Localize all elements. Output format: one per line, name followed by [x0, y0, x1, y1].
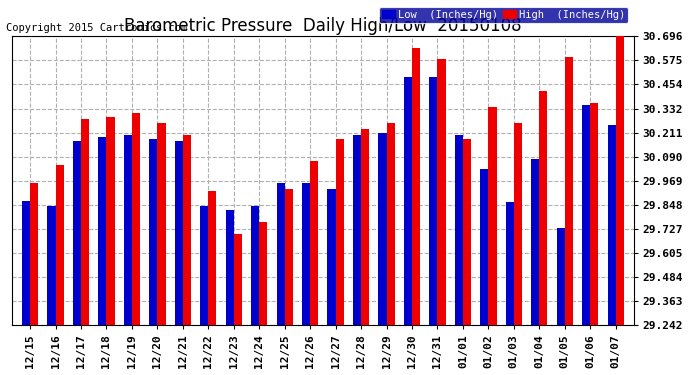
Bar	[124, 135, 132, 325]
Bar	[582, 105, 590, 325]
Bar	[149, 139, 157, 325]
Bar	[183, 135, 191, 325]
Bar	[226, 210, 234, 325]
Bar	[157, 123, 166, 325]
Bar	[285, 189, 293, 325]
Bar	[22, 201, 30, 325]
Bar	[506, 202, 514, 325]
Bar	[531, 159, 540, 325]
Bar	[106, 117, 115, 325]
Legend: Low  (Inches/Hg), High  (Inches/Hg): Low (Inches/Hg), High (Inches/Hg)	[380, 7, 629, 23]
Bar	[412, 48, 420, 325]
Bar	[608, 125, 615, 325]
Bar	[361, 129, 369, 325]
Bar	[208, 190, 217, 325]
Bar	[386, 123, 395, 325]
Bar	[48, 207, 56, 325]
Bar	[540, 91, 547, 325]
Bar	[489, 107, 497, 325]
Bar	[437, 59, 446, 325]
Title: Barometric Pressure  Daily High/Low  20150108: Barometric Pressure Daily High/Low 20150…	[124, 17, 522, 35]
Bar	[590, 103, 598, 325]
Bar	[557, 228, 565, 325]
Bar	[251, 207, 259, 325]
Bar	[81, 119, 89, 325]
Bar	[429, 77, 437, 325]
Bar	[132, 113, 140, 325]
Bar	[259, 222, 268, 325]
Bar	[480, 169, 489, 325]
Bar	[73, 141, 81, 325]
Bar	[615, 36, 624, 325]
Bar	[99, 137, 106, 325]
Bar	[565, 57, 573, 325]
Text: Copyright 2015 Cartronics.com: Copyright 2015 Cartronics.com	[6, 24, 187, 33]
Bar	[404, 77, 412, 325]
Bar	[310, 161, 318, 325]
Bar	[463, 139, 471, 325]
Bar	[30, 183, 38, 325]
Bar	[200, 207, 208, 325]
Bar	[302, 183, 311, 325]
Bar	[56, 165, 63, 325]
Bar	[175, 141, 183, 325]
Bar	[514, 123, 522, 325]
Bar	[353, 135, 361, 325]
Bar	[277, 183, 285, 325]
Bar	[328, 189, 335, 325]
Bar	[234, 234, 242, 325]
Bar	[335, 139, 344, 325]
Bar	[455, 135, 463, 325]
Bar	[378, 133, 386, 325]
